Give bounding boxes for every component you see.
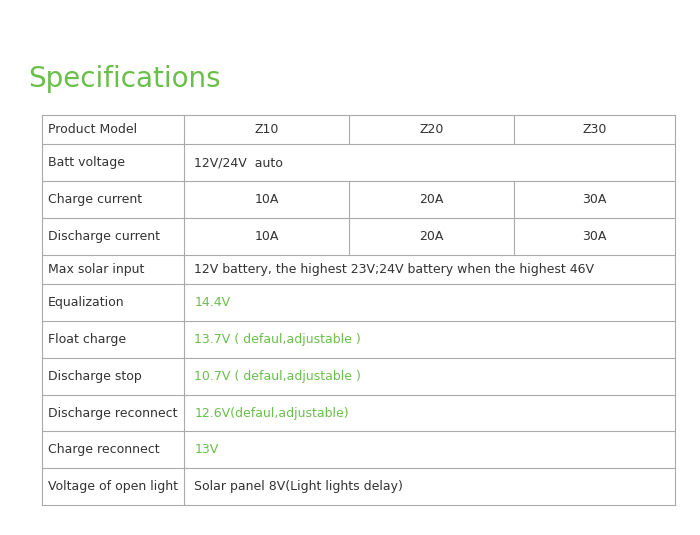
Text: Z10: Z10 bbox=[255, 123, 279, 136]
Text: 12.6V(defaul,adjustable): 12.6V(defaul,adjustable) bbox=[195, 407, 349, 419]
Text: 30A: 30A bbox=[582, 230, 606, 243]
Text: 20A: 20A bbox=[419, 230, 444, 243]
Text: Equalization: Equalization bbox=[48, 296, 125, 309]
Text: Discharge stop: Discharge stop bbox=[48, 370, 141, 383]
Text: Charge reconnect: Charge reconnect bbox=[48, 444, 160, 456]
Text: 13V: 13V bbox=[195, 444, 218, 456]
Text: 20A: 20A bbox=[419, 193, 444, 206]
Text: Batt voltage: Batt voltage bbox=[48, 156, 125, 170]
Text: 10A: 10A bbox=[255, 193, 279, 206]
Text: 13.7V ( defaul,adjustable ): 13.7V ( defaul,adjustable ) bbox=[195, 333, 361, 346]
Text: Charge current: Charge current bbox=[48, 193, 142, 206]
Text: 30A: 30A bbox=[582, 193, 606, 206]
Text: 12V/24V  auto: 12V/24V auto bbox=[195, 156, 284, 170]
Text: Product Model: Product Model bbox=[48, 123, 137, 136]
Text: 10A: 10A bbox=[255, 230, 279, 243]
Text: Specifications: Specifications bbox=[28, 65, 221, 93]
Text: Z20: Z20 bbox=[419, 123, 444, 136]
Text: 10.7V ( defaul,adjustable ): 10.7V ( defaul,adjustable ) bbox=[195, 370, 361, 383]
Text: Solar panel 8V(Light lights delay): Solar panel 8V(Light lights delay) bbox=[195, 480, 403, 493]
Text: Voltage of open light: Voltage of open light bbox=[48, 480, 178, 493]
Text: 12V battery, the highest 23V;24V battery when the highest 46V: 12V battery, the highest 23V;24V battery… bbox=[195, 263, 594, 276]
Text: Z30: Z30 bbox=[582, 123, 606, 136]
Text: Max solar input: Max solar input bbox=[48, 263, 144, 276]
Text: Float charge: Float charge bbox=[48, 333, 126, 346]
Text: 14.4V: 14.4V bbox=[195, 296, 230, 309]
Text: Discharge reconnect: Discharge reconnect bbox=[48, 407, 178, 419]
Text: Discharge current: Discharge current bbox=[48, 230, 160, 243]
